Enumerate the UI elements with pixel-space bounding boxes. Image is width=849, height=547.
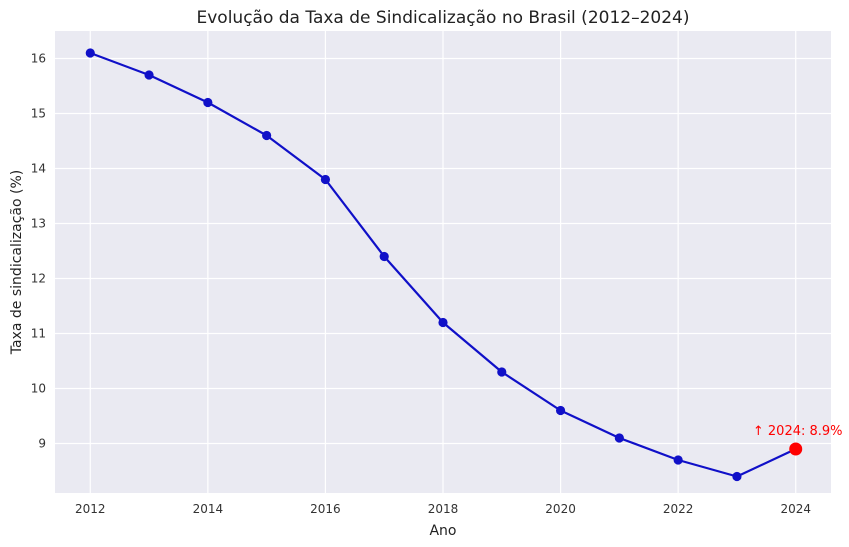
- x-tick-label: 2024: [780, 502, 811, 516]
- data-point: [732, 471, 742, 482]
- x-tick-label: 2022: [663, 502, 694, 516]
- data-point: [85, 48, 95, 58]
- data-point: [320, 174, 331, 185]
- data-point: [144, 70, 154, 80]
- y-axis-label: Taxa de sindicalização (%): [9, 170, 25, 355]
- y-tick-label: 11: [31, 327, 46, 341]
- x-tick-label: 2012: [75, 502, 106, 516]
- x-tick-label: 2014: [193, 502, 224, 516]
- data-point: [262, 130, 272, 141]
- data-point: [555, 405, 566, 416]
- x-axis-label: Ano: [429, 523, 456, 539]
- y-tick-label: 12: [31, 272, 46, 286]
- tick-labels: 2012 2014 2016 2018 2020 2022 2024 9 10 11 12 13 14 1…: [31, 52, 811, 517]
- chart-title: Evolução da Taxa de Sindicalização no Br…: [197, 8, 690, 28]
- data-point: [379, 251, 389, 262]
- data-point: [673, 455, 683, 465]
- x-tick-label: 2016: [310, 502, 341, 516]
- y-tick-label: 16: [31, 52, 46, 66]
- y-tick-label: 13: [31, 217, 46, 231]
- series-layer: [85, 48, 801, 482]
- y-tick-label: 14: [31, 162, 46, 176]
- data-point: [497, 367, 507, 377]
- annotation-layer: ↑ 2024: 8.9%: [753, 424, 843, 456]
- x-tick-label: 2020: [545, 502, 576, 516]
- grid: [55, 31, 831, 493]
- data-point: [203, 97, 213, 108]
- data-point: [438, 317, 448, 328]
- highlight-point: [789, 442, 803, 456]
- data-point: [614, 433, 624, 443]
- y-tick-label: 10: [31, 382, 46, 396]
- y-tick-label: 15: [31, 107, 46, 121]
- annotation-label: ↑ 2024: 8.9%: [753, 424, 843, 439]
- x-tick-label: 2018: [428, 502, 459, 516]
- y-tick-label: 9: [38, 437, 46, 451]
